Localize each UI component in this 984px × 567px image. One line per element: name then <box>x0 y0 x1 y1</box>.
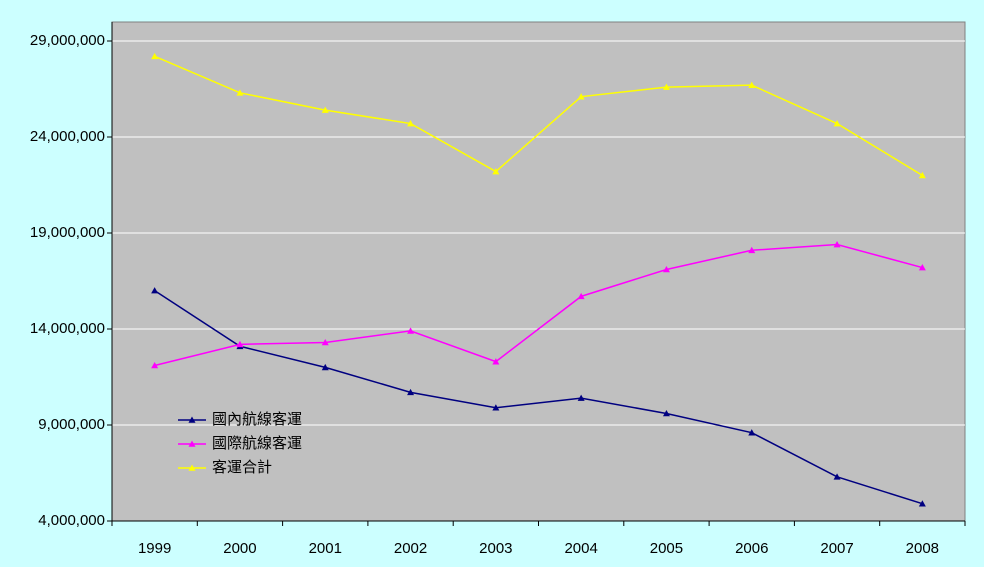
point <box>407 388 415 396</box>
x-tick-label: 2004 <box>564 540 597 557</box>
series-line <box>154 289 923 505</box>
plot-area <box>111 21 966 522</box>
point <box>407 327 415 334</box>
y-tick-label: 19,000,000 <box>30 224 105 241</box>
point <box>321 363 329 371</box>
point <box>662 265 670 273</box>
point <box>833 473 841 480</box>
point <box>321 106 329 113</box>
point <box>492 358 500 365</box>
point <box>662 83 670 90</box>
point <box>577 394 585 401</box>
point <box>577 292 585 300</box>
x-tick-label: 2005 <box>650 540 683 557</box>
legend-label: 客運合計 <box>212 459 272 476</box>
point <box>748 429 756 436</box>
point <box>407 120 415 127</box>
legend-marker <box>188 440 196 447</box>
point <box>151 287 159 294</box>
point <box>236 89 244 96</box>
x-tick-label: 1999 <box>138 540 171 557</box>
y-tick-label: 4,000,000 <box>38 512 105 529</box>
point <box>748 246 756 254</box>
x-tick-label: 2003 <box>479 540 512 557</box>
point <box>918 171 926 179</box>
x-tick-label: 2001 <box>309 540 342 557</box>
series-line <box>154 55 923 177</box>
legend-label: 國際航線客運 <box>212 435 302 452</box>
point <box>833 120 841 127</box>
point <box>151 52 159 60</box>
point <box>492 168 500 175</box>
y-tick-label: 24,000,000 <box>30 128 105 145</box>
series-line <box>154 243 923 367</box>
x-tick-label: 2000 <box>223 540 256 557</box>
y-tick-label: 14,000,000 <box>30 320 105 337</box>
point <box>748 81 756 88</box>
point <box>492 404 500 411</box>
point <box>918 264 926 271</box>
y-tick-label: 29,000,000 <box>30 32 105 49</box>
legend-marker <box>188 416 196 423</box>
y-tick-label: 9,000,000 <box>38 416 105 433</box>
point <box>918 500 926 507</box>
legend-marker <box>188 464 196 471</box>
point <box>321 338 329 346</box>
x-tick-label: 2006 <box>735 540 768 557</box>
legend-label: 國內航線客運 <box>212 411 302 428</box>
point <box>151 361 159 369</box>
x-tick-label: 2002 <box>394 540 427 557</box>
point <box>577 93 585 100</box>
point <box>236 340 244 348</box>
point <box>662 409 670 417</box>
x-tick-label: 2008 <box>906 540 939 557</box>
point <box>833 241 841 248</box>
x-tick-label: 2007 <box>820 540 853 557</box>
